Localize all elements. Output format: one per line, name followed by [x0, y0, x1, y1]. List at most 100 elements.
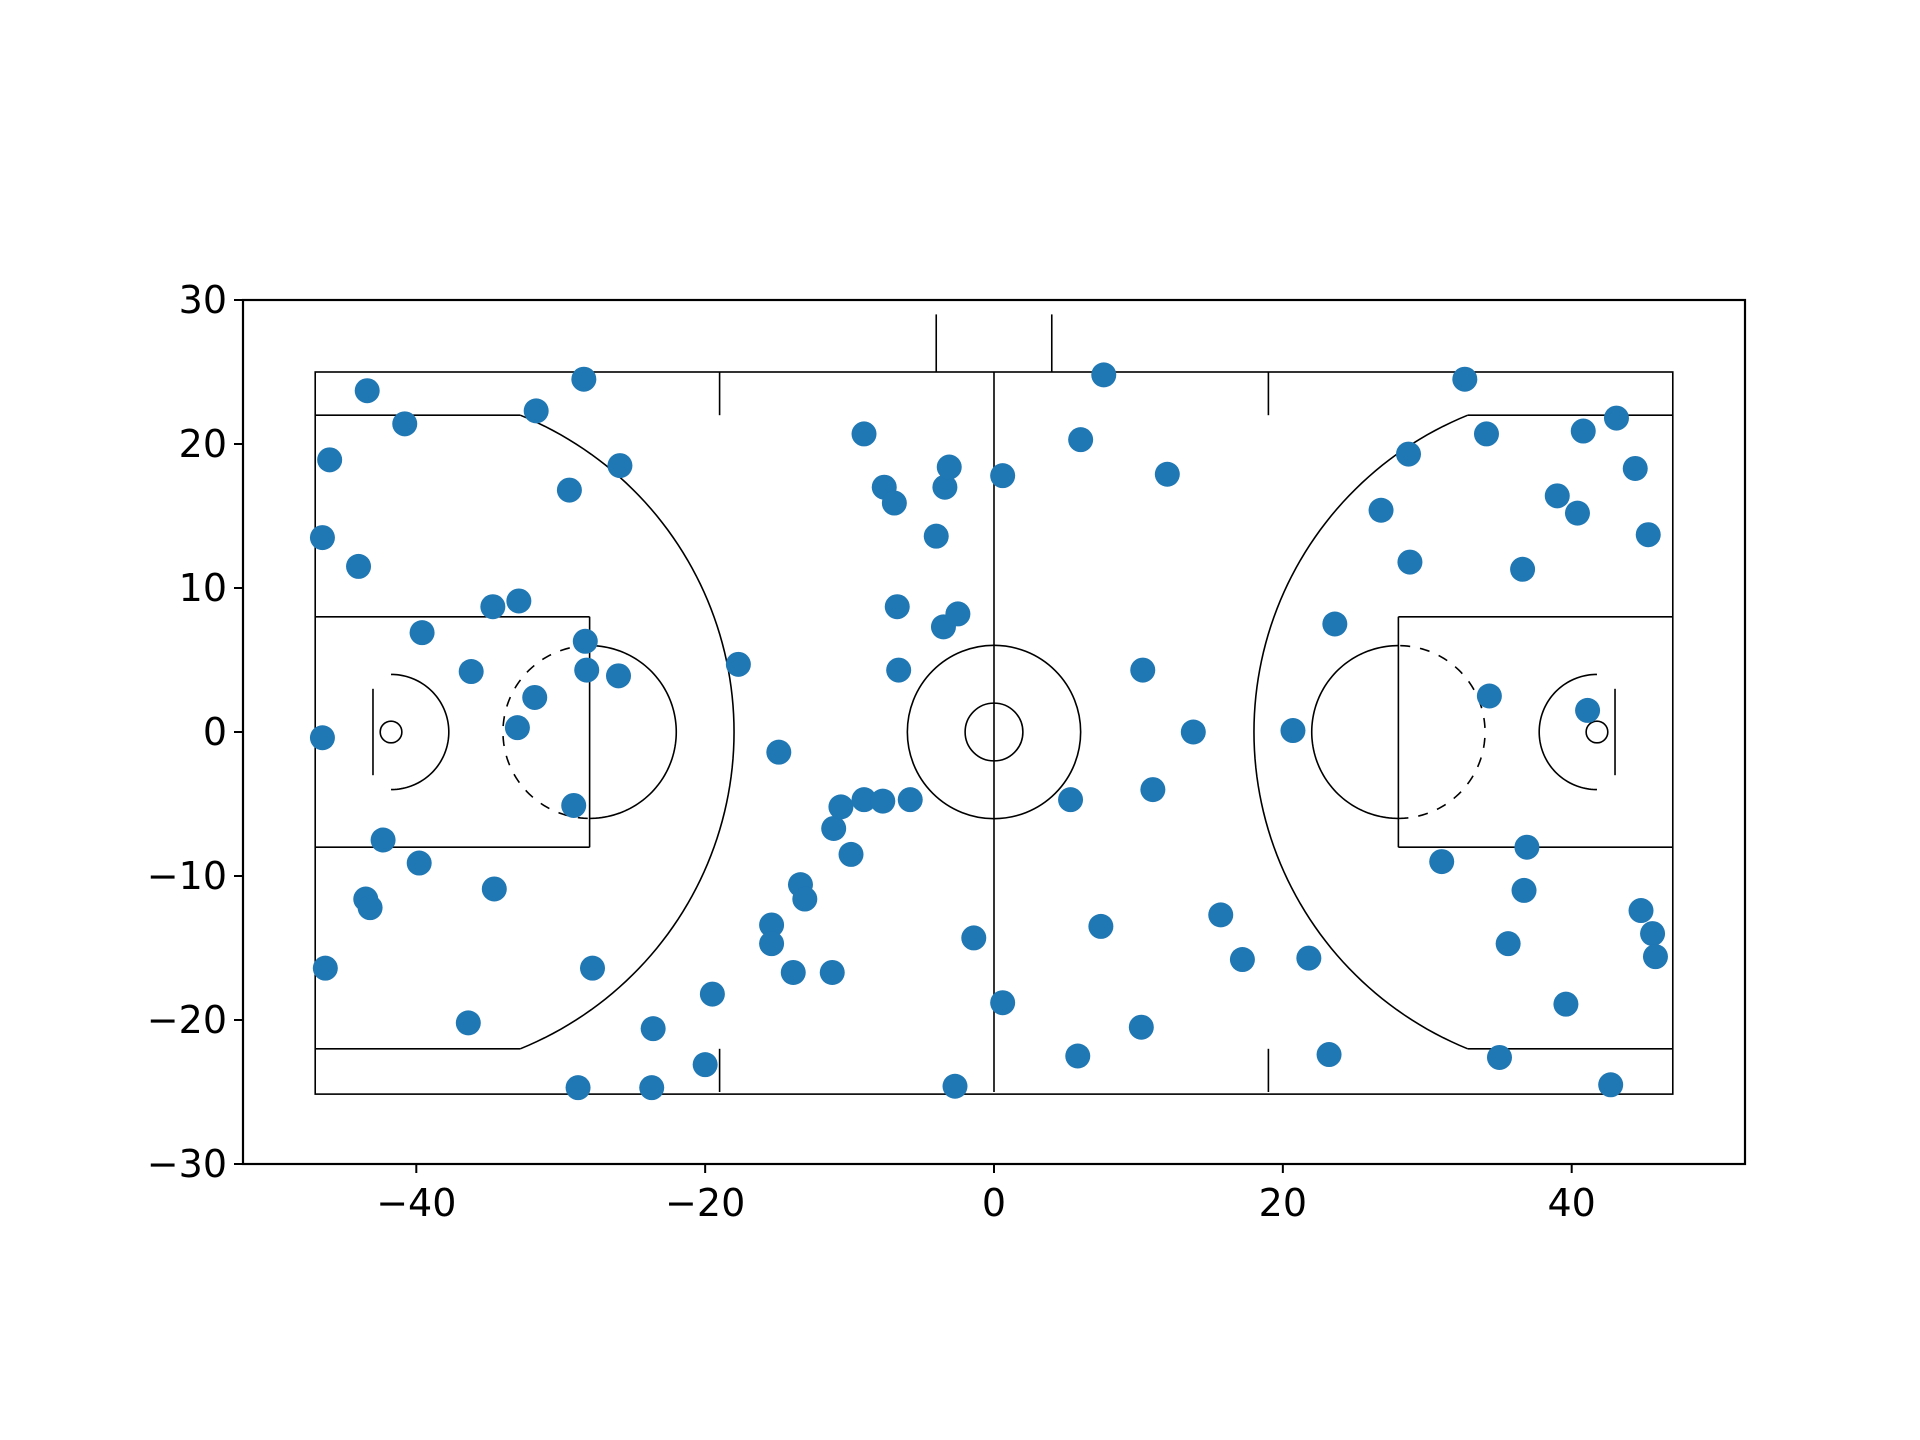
- data-point: [409, 620, 435, 646]
- right-free-throw-arc-solid: [1310, 644, 1399, 820]
- data-point: [506, 588, 532, 614]
- data-point: [1180, 719, 1206, 745]
- data-point: [945, 601, 971, 627]
- center-circle-outer: [906, 644, 1082, 820]
- data-point: [1486, 1044, 1512, 1070]
- data-point: [1229, 947, 1255, 973]
- data-point: [792, 886, 818, 912]
- data-point: [309, 725, 335, 751]
- data-point: [897, 787, 923, 813]
- data-point: [1452, 366, 1478, 392]
- data-point: [1514, 834, 1540, 860]
- data-point: [1280, 718, 1306, 744]
- center-circle-inner: [964, 702, 1024, 762]
- data-point: [766, 739, 792, 765]
- data-point: [851, 421, 877, 447]
- data-point: [881, 490, 907, 516]
- data-point: [1208, 902, 1234, 928]
- data-point: [1495, 931, 1521, 957]
- data-point: [884, 594, 910, 620]
- right-hoop: [1585, 720, 1609, 744]
- y-tick-label: 30: [179, 278, 227, 322]
- data-point: [1091, 362, 1117, 388]
- data-point: [504, 715, 530, 741]
- data-point: [870, 788, 896, 814]
- left-hoop: [379, 720, 403, 744]
- data-point: [990, 463, 1016, 489]
- data-point: [1564, 500, 1590, 526]
- data-point: [561, 792, 587, 818]
- data-point: [523, 398, 549, 424]
- data-point: [1128, 1014, 1154, 1040]
- right-restricted-arc: [1538, 673, 1597, 791]
- data-point: [556, 477, 582, 503]
- data-point: [1088, 913, 1114, 939]
- data-point: [759, 931, 785, 957]
- y-tick-label: 20: [179, 422, 227, 466]
- data-point: [1296, 945, 1322, 971]
- x-tick-label: −40: [376, 1181, 456, 1225]
- left-three-point-arc: [519, 414, 735, 1050]
- data-point: [580, 955, 606, 981]
- data-point: [354, 378, 380, 404]
- data-point: [725, 651, 751, 677]
- data-point: [1154, 461, 1180, 487]
- right-three-point-arc: [1253, 414, 1469, 1050]
- data-point: [1473, 421, 1499, 447]
- data-point: [759, 912, 785, 938]
- y-axis-ticks: −30 −20 −10 0 10 20 30: [147, 278, 243, 1186]
- data-point: [923, 523, 949, 549]
- data-point: [607, 453, 633, 479]
- data-point: [565, 1075, 591, 1101]
- data-point: [692, 1052, 718, 1078]
- left-restricted-arc: [391, 673, 450, 791]
- data-point: [1635, 522, 1661, 548]
- data-point: [1640, 921, 1666, 947]
- x-tick-label: 40: [1548, 1181, 1596, 1225]
- x-tick-label: 20: [1259, 1181, 1307, 1225]
- data-point: [1130, 657, 1156, 683]
- data-point: [606, 663, 631, 689]
- data-point: [1575, 697, 1601, 723]
- data-point: [1598, 1072, 1624, 1098]
- data-point: [936, 454, 962, 480]
- data-point: [780, 959, 806, 985]
- data-point: [1140, 777, 1166, 803]
- data-point: [346, 553, 372, 579]
- data-point: [571, 366, 597, 392]
- x-axis-ticks: −40 −20 0 20 40: [376, 1164, 1596, 1225]
- data-point: [1395, 441, 1421, 467]
- data-point: [370, 827, 396, 853]
- data-point: [458, 659, 484, 685]
- data-point: [1642, 944, 1668, 970]
- y-tick-label: −30: [147, 1142, 227, 1186]
- data-point: [1603, 405, 1629, 431]
- data-point: [1397, 549, 1423, 575]
- data-point: [1622, 455, 1648, 481]
- data-point: [1510, 556, 1536, 582]
- data-point: [838, 841, 864, 867]
- left-free-throw-arc-dashed: [502, 644, 590, 820]
- data-point: [1511, 877, 1537, 903]
- data-point: [572, 628, 598, 654]
- y-tick-label: −10: [147, 854, 227, 898]
- data-point: [481, 876, 507, 902]
- data-point: [455, 1010, 481, 1036]
- data-point: [1476, 683, 1502, 709]
- data-point: [574, 657, 600, 683]
- data-point: [699, 981, 725, 1007]
- right-free-throw-arc-dashed: [1398, 644, 1486, 820]
- x-tick-label: −20: [665, 1181, 745, 1225]
- data-point: [1628, 898, 1654, 924]
- y-tick-label: 10: [179, 566, 227, 610]
- data-point: [1065, 1043, 1091, 1069]
- data-point: [1429, 849, 1455, 875]
- data-point: [522, 684, 548, 710]
- data-point: [961, 925, 987, 951]
- data-point: [1553, 991, 1579, 1017]
- data-point: [357, 895, 383, 921]
- shot-points: [309, 362, 1668, 1101]
- x-tick-label: 0: [982, 1181, 1006, 1225]
